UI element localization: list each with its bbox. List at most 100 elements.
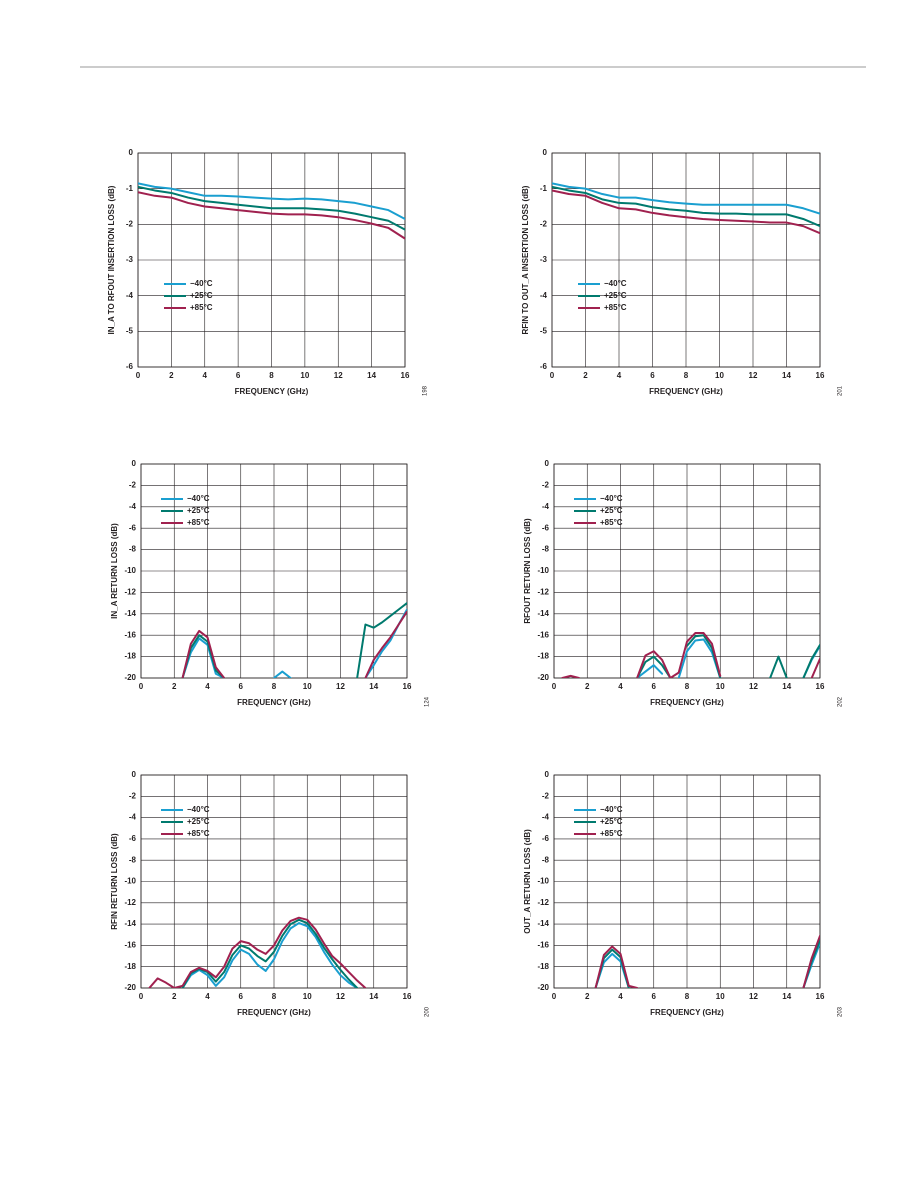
y-tick-label: 0 (545, 770, 550, 779)
x-tick-label: 6 (236, 371, 241, 380)
x-tick-label: 0 (139, 682, 144, 691)
y-tick-label: -3 (126, 255, 134, 264)
y-axis-label: OUT_A RETURN LOSS (dB) (523, 829, 532, 934)
y-tick-label: -16 (124, 630, 136, 639)
y-tick-label: -14 (537, 609, 549, 618)
x-tick-label: 12 (749, 371, 758, 380)
y-tick-label: -16 (124, 941, 136, 950)
x-tick-label: 8 (272, 682, 277, 691)
x-tick-label: 12 (336, 992, 345, 1001)
x-tick-label: 12 (334, 371, 343, 380)
x-tick-label: 16 (816, 992, 825, 1001)
y-tick-label: -10 (124, 566, 136, 575)
x-tick-label: 2 (172, 682, 177, 691)
legend-label: +25°C (604, 291, 627, 300)
figure-id: 203 (838, 1006, 844, 1017)
plot-frame (551, 152, 821, 368)
legend-label: +85°C (190, 303, 213, 312)
figure-id: 124 (425, 696, 431, 707)
x-tick-label: 10 (715, 371, 724, 380)
y-axis-label: RFIN RETURN LOSS (dB) (110, 833, 119, 930)
x-tick-label: 6 (239, 682, 244, 691)
y-tick-label: -4 (540, 291, 548, 300)
x-axis-label: FREQUENCY (GHz) (237, 1008, 311, 1017)
x-tick-label: 6 (652, 682, 657, 691)
x-tick-label: 4 (617, 371, 622, 380)
x-tick-label: 2 (585, 992, 590, 1001)
x-tick-label: 0 (139, 992, 144, 1001)
y-tick-label: -10 (537, 877, 549, 886)
series-line (148, 916, 367, 988)
y-tick-label: -16 (537, 941, 549, 950)
x-tick-label: 16 (816, 371, 825, 380)
y-tick-label: -2 (129, 481, 137, 490)
y-tick-label: -1 (540, 184, 548, 193)
figure-id: 201 (838, 385, 844, 396)
legend-label: +85°C (600, 829, 623, 838)
series-line (552, 189, 820, 235)
series-line (181, 918, 359, 988)
x-tick-label: 6 (652, 992, 657, 1001)
x-tick-label: 12 (749, 682, 758, 691)
y-tick-label: -6 (540, 362, 548, 371)
plot-frame (553, 774, 821, 989)
y-tick-label: -6 (126, 362, 134, 371)
legend-label: +85°C (187, 518, 210, 527)
y-tick-label: -8 (542, 545, 550, 554)
y-tick-label: -12 (537, 588, 549, 597)
y-tick-label: 0 (132, 770, 137, 779)
y-tick-label: -3 (540, 255, 548, 264)
series-line (594, 934, 820, 988)
y-tick-label: -2 (540, 219, 548, 228)
y-tick-label: -6 (129, 834, 137, 843)
legend-label: −40°C (187, 805, 210, 814)
chart: 0-2-4-6-8-10-12-14-16-18-200 2 4 6 8 10 12 14 16… (110, 459, 430, 707)
y-tick-label: -20 (124, 983, 136, 992)
series-line (138, 182, 405, 220)
figure-id: 202 (838, 696, 844, 707)
y-tick-label: -18 (124, 962, 136, 971)
x-axis-label: FREQUENCY (GHz) (650, 698, 724, 707)
x-tick-label: 10 (303, 992, 312, 1001)
x-tick-label: 4 (618, 992, 623, 1001)
y-tick-label: -20 (537, 673, 549, 682)
y-tick-label: -6 (542, 834, 550, 843)
y-tick-label: -14 (537, 919, 549, 928)
x-tick-label: 14 (367, 371, 376, 380)
x-tick-label: 0 (550, 371, 555, 380)
y-tick-label: -20 (537, 983, 549, 992)
x-tick-label: 10 (300, 371, 309, 380)
legend-label: −40°C (187, 494, 210, 503)
y-tick-label: -10 (124, 877, 136, 886)
y-tick-label: -14 (124, 609, 136, 618)
y-tick-label: -4 (542, 813, 550, 822)
x-tick-label: 2 (172, 992, 177, 1001)
x-tick-label: 12 (749, 992, 758, 1001)
series-line (181, 610, 407, 678)
y-tick-label: -18 (537, 962, 549, 971)
y-axis-label: IN_A RETURN LOSS (dB) (110, 523, 119, 619)
series-line (636, 638, 820, 678)
series-line (561, 632, 820, 678)
y-tick-label: -5 (126, 326, 134, 335)
plot-frame (553, 463, 821, 679)
x-tick-label: 4 (203, 371, 208, 380)
legend-label: +25°C (187, 817, 210, 826)
legend-label: +25°C (187, 506, 210, 515)
series-line (181, 922, 359, 988)
x-tick-label: 10 (303, 682, 312, 691)
chart: 0-2-4-6-8-10-12-14-16-18-200 2 4 6 8 10 12 14 16… (523, 770, 843, 1017)
x-tick-label: 2 (585, 682, 590, 691)
legend-label: −40°C (604, 279, 627, 288)
x-tick-label: 12 (336, 682, 345, 691)
y-tick-label: 0 (132, 459, 137, 468)
legend-label: −40°C (600, 805, 623, 814)
chart: 0-2-4-6-8-10-12-14-16-18-200 2 4 6 8 10 12 14 16… (110, 770, 430, 1017)
series-line (636, 634, 820, 678)
y-tick-label: -2 (542, 481, 550, 490)
x-tick-label: 4 (205, 992, 210, 1001)
y-tick-label: -2 (126, 219, 134, 228)
